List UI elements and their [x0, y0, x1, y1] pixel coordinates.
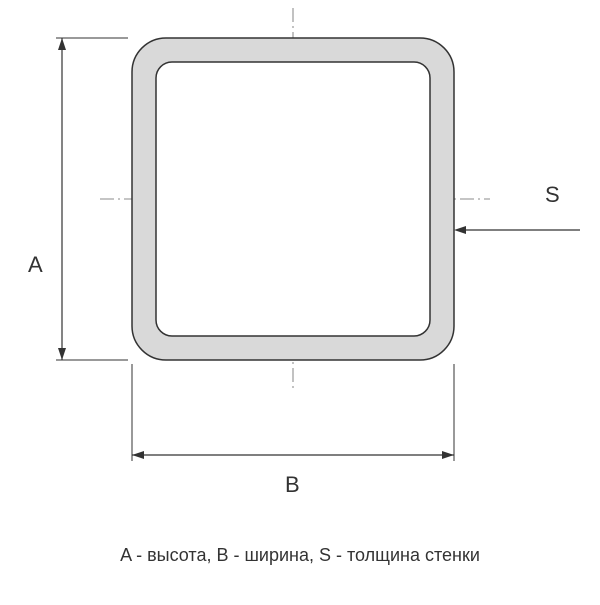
dim-a-label: A — [28, 252, 43, 278]
dim-a-arrow-top — [58, 38, 66, 50]
dim-b-label: B — [285, 472, 300, 498]
dim-s-label: S — [545, 182, 560, 208]
diagram-caption: A - высота, B - ширина, S - толщина стен… — [0, 545, 600, 566]
dim-s-arrow — [454, 226, 466, 234]
technical-drawing-svg — [0, 0, 600, 600]
dim-b-arrow-right — [442, 451, 454, 459]
dim-a-arrow-bottom — [58, 348, 66, 360]
inner-profile — [156, 62, 430, 336]
dim-b-arrow-left — [132, 451, 144, 459]
diagram-container: A B S A - высота, B - ширина, S - толщин… — [0, 0, 600, 600]
